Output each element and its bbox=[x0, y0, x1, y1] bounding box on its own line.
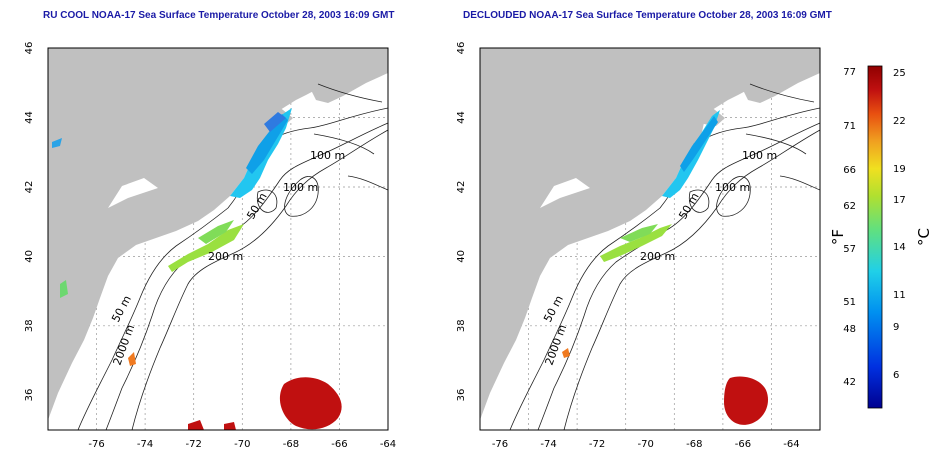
f-tick: 42 bbox=[843, 377, 856, 388]
celsius-unit-label: °C bbox=[915, 228, 933, 246]
f-tick: 48 bbox=[843, 324, 856, 335]
x-tick: -64 bbox=[783, 439, 799, 450]
contour-label-200m: 200 m bbox=[208, 250, 243, 263]
x-tick: -64 bbox=[380, 439, 396, 450]
x-tick: -74 bbox=[540, 439, 556, 450]
left-x-tick-labels: -76 -74 -72 -70 -68 -66 -64 bbox=[88, 439, 396, 450]
c-tick: 9 bbox=[893, 322, 899, 333]
y-tick: 40 bbox=[456, 250, 467, 263]
right-y-tick-labels: 36 38 40 42 44 46 bbox=[456, 42, 467, 402]
c-tick: 14 bbox=[893, 242, 906, 253]
fahrenheit-ticks: 77 71 66 62 57 51 48 42 bbox=[843, 67, 856, 388]
x-tick: -72 bbox=[589, 439, 605, 450]
contour-label-100m-b: 100 m bbox=[283, 181, 318, 194]
left-map: 100 m 100 m 50 m 200 m 50 m 2000 m -76 -… bbox=[24, 42, 396, 450]
right-map-title: DECLOUDED NOAA-17 Sea Surface Temperatur… bbox=[463, 10, 832, 21]
y-tick: 46 bbox=[24, 42, 35, 55]
y-tick: 38 bbox=[456, 319, 467, 332]
f-tick: 71 bbox=[843, 121, 856, 132]
colorbar-gradient bbox=[867, 65, 883, 409]
c-tick: 6 bbox=[893, 370, 899, 381]
c-tick: 19 bbox=[893, 164, 906, 175]
c-tick: 17 bbox=[893, 195, 906, 206]
contour-label-100m-b: 100 m bbox=[715, 181, 750, 194]
f-tick: 62 bbox=[843, 201, 856, 212]
celsius-ticks: 25 22 19 17 14 11 9 6 bbox=[893, 68, 906, 381]
f-tick: 51 bbox=[843, 297, 856, 308]
c-tick: 22 bbox=[893, 116, 906, 127]
contour-label-100m-a: 100 m bbox=[742, 149, 777, 162]
x-tick: -76 bbox=[492, 439, 508, 450]
y-tick: 36 bbox=[456, 389, 467, 402]
f-tick: 77 bbox=[843, 67, 856, 78]
y-tick: 46 bbox=[456, 42, 467, 55]
x-tick: -66 bbox=[331, 439, 347, 450]
right-x-tick-labels: -76 -74 -72 -70 -68 -66 -64 bbox=[492, 439, 800, 450]
right-map: 100 m 100 m 50 m 200 m 50 m 2000 m -76 -… bbox=[456, 42, 821, 450]
y-tick: 42 bbox=[456, 181, 467, 194]
c-tick: 25 bbox=[893, 68, 906, 79]
contour-label-100m-a: 100 m bbox=[310, 149, 345, 162]
fahrenheit-unit-label: °F bbox=[829, 229, 847, 245]
y-tick: 36 bbox=[24, 389, 35, 402]
c-tick: 11 bbox=[893, 290, 906, 301]
y-tick: 40 bbox=[24, 250, 35, 263]
x-tick: -72 bbox=[186, 439, 202, 450]
f-tick: 66 bbox=[843, 165, 856, 176]
x-tick: -70 bbox=[234, 439, 250, 450]
colorbar: 77 71 66 62 57 51 48 42 25 22 19 17 14 1… bbox=[829, 65, 933, 409]
x-tick: -74 bbox=[137, 439, 153, 450]
y-tick: 42 bbox=[24, 181, 35, 194]
x-tick: -70 bbox=[638, 439, 654, 450]
left-map-title: RU COOL NOAA-17 Sea Surface Temperature … bbox=[43, 10, 395, 21]
contour-label-200m: 200 m bbox=[640, 250, 675, 263]
y-tick: 44 bbox=[24, 111, 35, 124]
y-tick: 38 bbox=[24, 319, 35, 332]
y-tick: 44 bbox=[456, 111, 467, 124]
x-tick: -68 bbox=[686, 439, 702, 450]
x-tick: -76 bbox=[88, 439, 104, 450]
left-y-tick-labels: 36 38 40 42 44 46 bbox=[24, 42, 35, 402]
x-tick: -68 bbox=[283, 439, 299, 450]
x-tick: -66 bbox=[735, 439, 751, 450]
f-tick: 57 bbox=[843, 244, 856, 255]
